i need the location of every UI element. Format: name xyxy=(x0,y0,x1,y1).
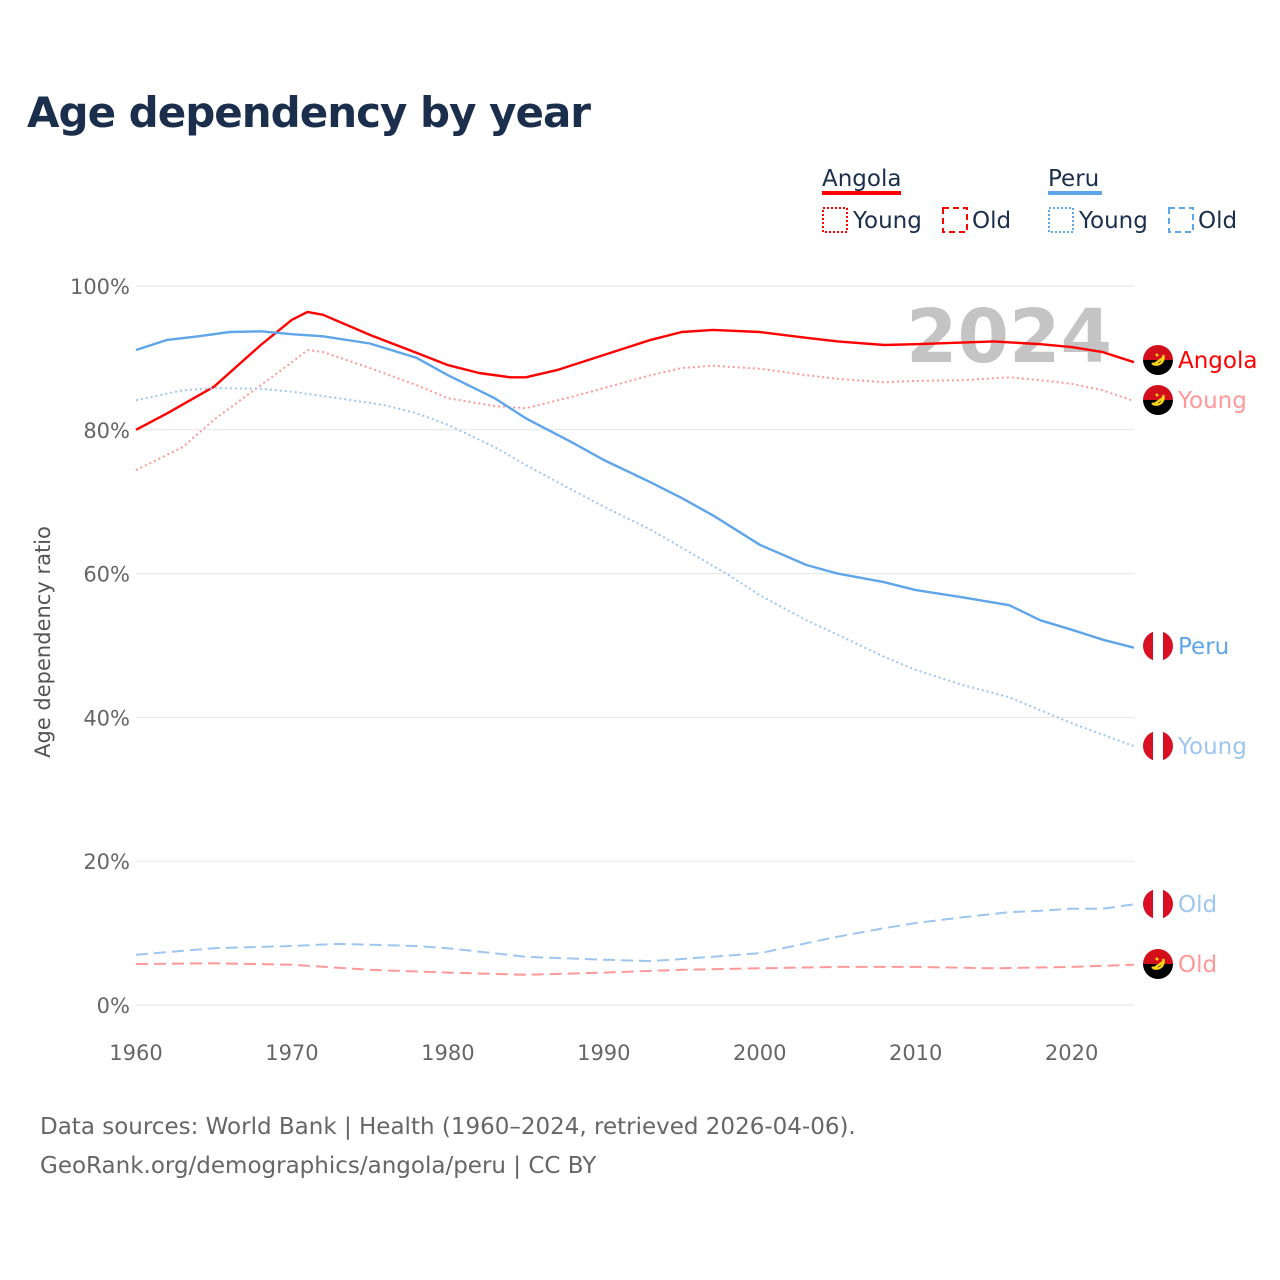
legend-title-peru: Peru xyxy=(1048,166,1099,192)
year-watermark: 2024 xyxy=(906,294,1112,380)
peru-flag-icon xyxy=(1143,889,1173,919)
series-lines xyxy=(135,310,1135,976)
legend-title-angola: Angola xyxy=(822,166,901,192)
angola-flag-icon xyxy=(1143,949,1173,979)
legend-label-old: Old xyxy=(972,208,1011,234)
x-tick-label: 2000 xyxy=(733,1041,786,1065)
source-line-1: Data sources: World Bank | Health (1960–… xyxy=(40,1114,856,1140)
y-tick-label: 60% xyxy=(83,563,130,587)
end-label: Old xyxy=(1178,892,1217,918)
series-line-angola xyxy=(135,310,1135,431)
x-tick-label: 2020 xyxy=(1045,1041,1098,1065)
series-line-peru-old xyxy=(135,903,1135,963)
y-tick-label: 40% xyxy=(83,706,130,730)
legend-label-old: Old xyxy=(1198,208,1237,234)
y-tick-label: 80% xyxy=(83,419,130,443)
source-note: Data sources: World Bank | Health (1960–… xyxy=(40,1108,856,1186)
grid: 0% 20% 40% 60% 80% 100% 1960 1970 1980 1990 2000 20… xyxy=(70,275,1134,1065)
line-chart: Angola Young Old Peru Young Old 0% 20% 40% 60% 80… xyxy=(31,166,1257,1065)
chart-title: Age dependency by year xyxy=(27,88,591,137)
end-label: Peru xyxy=(1178,634,1229,660)
legend-swatch-old xyxy=(1168,207,1194,233)
angola-flag-icon xyxy=(1143,385,1173,415)
x-tick-label: 1980 xyxy=(421,1041,474,1065)
x-tick-label: 1990 xyxy=(577,1041,630,1065)
x-tick-label: 1960 xyxy=(109,1041,162,1065)
angola-flag-icon xyxy=(1143,345,1173,375)
end-label: Angola xyxy=(1178,348,1257,374)
x-tick-label: 1970 xyxy=(265,1041,318,1065)
legend-swatch-old xyxy=(942,207,968,233)
x-tick-label: 2010 xyxy=(889,1041,942,1065)
end-labels: Angola Young Old Peru Young Old xyxy=(1143,345,1257,979)
y-tick-label: 20% xyxy=(83,850,130,874)
legend-label-young: Young xyxy=(852,208,922,234)
series-line-peru-young xyxy=(135,387,1135,748)
legend: Angola Young Old Peru Young Old xyxy=(822,166,1237,234)
legend-swatch-young xyxy=(822,207,848,233)
y-axis-label: Age dependency ratio xyxy=(31,526,55,758)
legend-color-bar xyxy=(1048,191,1102,195)
y-tick-label: 100% xyxy=(70,275,130,299)
legend-label-young: Young xyxy=(1078,208,1148,234)
legend-swatch-young xyxy=(1048,207,1074,233)
y-tick-label: 0% xyxy=(97,994,130,1018)
series-line-angola-young xyxy=(135,349,1135,471)
end-label: Old xyxy=(1178,952,1217,978)
source-line-2[interactable]: GeoRank.org/demographics/angola/peru | C… xyxy=(40,1153,597,1179)
peru-flag-icon xyxy=(1143,631,1173,661)
end-label: Young xyxy=(1177,734,1247,760)
end-label: Young xyxy=(1177,388,1247,414)
legend-color-bar xyxy=(822,191,901,195)
series-line-angola-old xyxy=(135,962,1135,976)
series-line-peru xyxy=(135,330,1135,649)
peru-flag-icon xyxy=(1143,731,1173,761)
